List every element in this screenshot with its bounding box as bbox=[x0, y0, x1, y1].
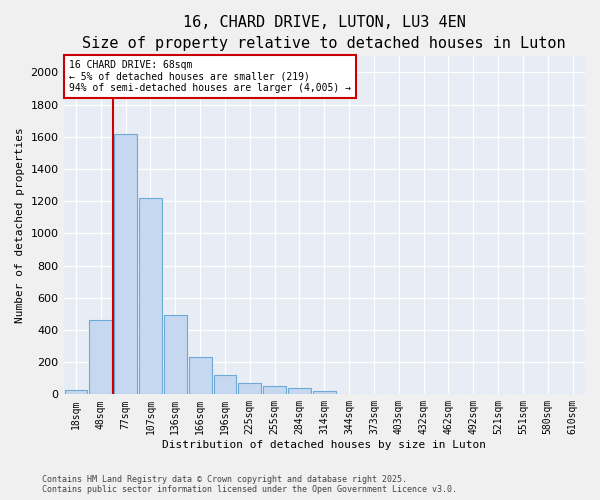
Bar bbox=[114, 134, 137, 394]
Text: Contains public sector information licensed under the Open Government Licence v3: Contains public sector information licen… bbox=[42, 486, 457, 494]
Bar bbox=[164, 316, 187, 394]
Y-axis label: Number of detached properties: Number of detached properties bbox=[15, 128, 25, 323]
Bar bbox=[214, 375, 236, 394]
Bar bbox=[238, 383, 261, 394]
Text: Contains HM Land Registry data © Crown copyright and database right 2025.: Contains HM Land Registry data © Crown c… bbox=[42, 476, 407, 484]
Bar bbox=[288, 388, 311, 394]
Bar bbox=[263, 386, 286, 394]
Bar bbox=[139, 198, 162, 394]
Bar bbox=[313, 391, 335, 394]
Text: 16 CHARD DRIVE: 68sqm
← 5% of detached houses are smaller (219)
94% of semi-deta: 16 CHARD DRIVE: 68sqm ← 5% of detached h… bbox=[69, 60, 351, 93]
Bar bbox=[89, 320, 112, 394]
Bar bbox=[65, 390, 88, 394]
X-axis label: Distribution of detached houses by size in Luton: Distribution of detached houses by size … bbox=[162, 440, 486, 450]
Title: 16, CHARD DRIVE, LUTON, LU3 4EN
Size of property relative to detached houses in : 16, CHARD DRIVE, LUTON, LU3 4EN Size of … bbox=[82, 15, 566, 51]
Bar bbox=[188, 358, 212, 395]
